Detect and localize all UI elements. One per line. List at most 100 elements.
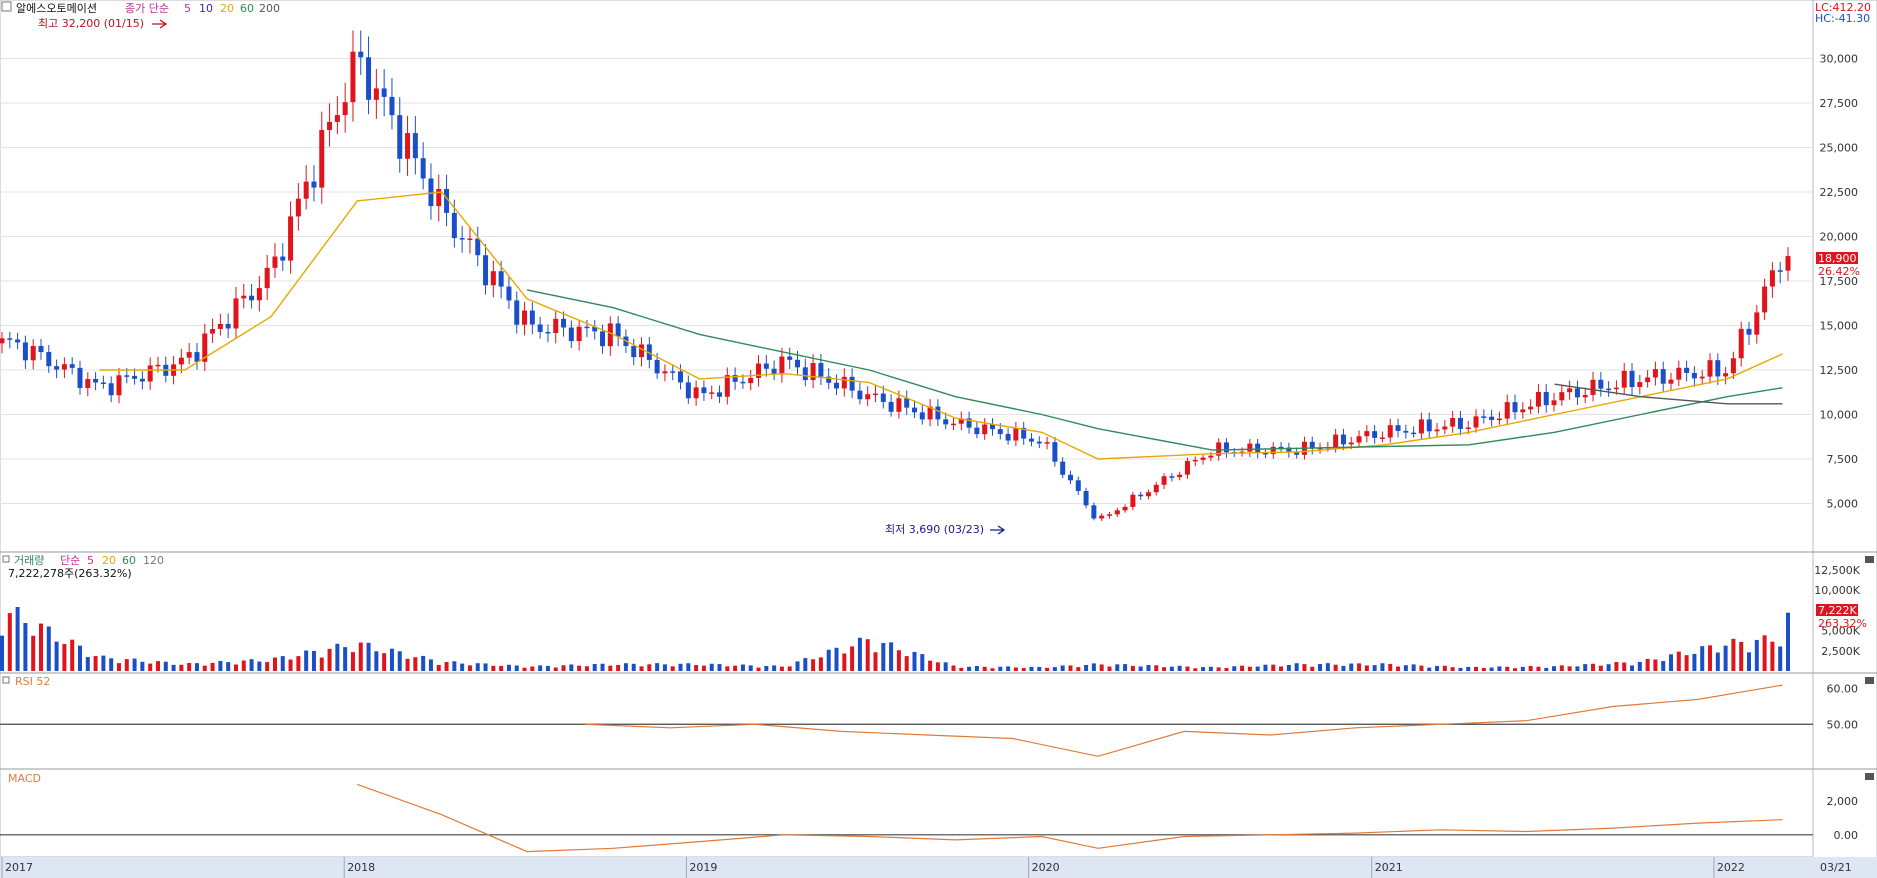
candle-body — [233, 298, 239, 329]
volume-bar — [1068, 665, 1073, 671]
date-axis-bar — [0, 857, 1877, 878]
candle-body — [334, 115, 340, 122]
lc-value: LC:412.20 — [1815, 1, 1871, 14]
volume-bar — [1084, 664, 1089, 671]
candle-body — [896, 398, 902, 412]
candle-body — [194, 352, 200, 362]
price-tick-label: 12,500 — [1820, 364, 1859, 377]
candle-body — [1356, 436, 1362, 443]
candle-body — [1099, 515, 1105, 519]
volume-bar — [257, 661, 262, 671]
volume-bar — [1645, 658, 1650, 671]
candle-body — [810, 363, 816, 381]
candle-body — [1512, 402, 1518, 413]
candle-body — [1691, 372, 1697, 379]
rsi-menu-icon[interactable] — [2, 676, 10, 684]
volume-bar — [1661, 661, 1666, 671]
candle-body — [444, 189, 450, 213]
candle-body — [467, 238, 473, 241]
candle-body — [124, 375, 130, 377]
volume-bar — [1021, 668, 1026, 671]
volume-bar — [1630, 665, 1635, 671]
volume-bar — [1762, 635, 1767, 671]
volume-tick-label: 5,000K — [1821, 625, 1860, 638]
volume-bar — [670, 666, 675, 671]
volume-bar — [1201, 667, 1206, 671]
stock-menu-icon[interactable] — [1, 1, 12, 12]
volume-bar — [1357, 663, 1362, 671]
volume-bar — [655, 663, 660, 671]
volume-bar — [70, 639, 75, 671]
macd-tick-label: 0.00 — [1834, 829, 1859, 842]
candle-body — [147, 365, 153, 382]
volume-collapse-icon[interactable] — [1865, 556, 1874, 563]
candle-body — [264, 267, 270, 289]
price-tick-label: 10,000 — [1820, 409, 1859, 422]
candle-body — [1387, 425, 1393, 438]
candle-body — [1278, 446, 1284, 449]
volume-bar — [600, 663, 605, 671]
candle-body — [498, 271, 504, 287]
candle-body — [358, 51, 364, 58]
volume-bar — [460, 663, 465, 671]
candle-body — [1754, 312, 1760, 335]
candle-body — [428, 178, 434, 207]
candle-body — [670, 371, 676, 373]
volume-bar — [272, 657, 277, 671]
candle-body — [1340, 434, 1346, 445]
candle-body — [1629, 370, 1635, 388]
candle-body — [1528, 406, 1534, 410]
volume-bar — [1146, 664, 1151, 671]
volume-bar — [974, 666, 979, 671]
volume-bar — [795, 661, 800, 671]
candle-body — [1535, 392, 1541, 407]
candle-body — [763, 363, 769, 369]
volume-bar — [1669, 654, 1674, 671]
volume-bar — [990, 668, 995, 671]
volume-bar — [818, 657, 823, 671]
candle-body — [787, 356, 793, 360]
volume-bar — [1747, 652, 1752, 671]
candle-body — [1746, 328, 1752, 335]
volume-bar — [1294, 663, 1299, 671]
volume-bar — [1692, 653, 1697, 671]
candle-body — [545, 331, 551, 334]
candle-body — [693, 387, 699, 399]
volume-bar — [1442, 665, 1447, 671]
low-arrow-icon — [990, 525, 1006, 535]
candle-body — [997, 429, 1003, 434]
price-tick-label: 17,500 — [1820, 275, 1859, 288]
volume-bar — [1684, 655, 1689, 671]
volume-bar — [265, 662, 270, 671]
candle-body — [1707, 360, 1713, 377]
candle-body — [771, 368, 777, 375]
rsi-collapse-icon[interactable] — [1865, 677, 1874, 684]
candle-body — [303, 181, 309, 199]
volume-bar — [155, 661, 160, 671]
volume-bar — [1037, 666, 1042, 671]
volume-bar — [1341, 665, 1346, 671]
volume-menu-icon[interactable] — [2, 555, 10, 563]
volume-bar — [1614, 662, 1619, 671]
volume-bar — [1130, 665, 1135, 671]
candle-body — [1216, 442, 1222, 456]
price-tick-label: 15,000 — [1820, 320, 1859, 333]
macd-collapse-icon[interactable] — [1865, 773, 1874, 780]
candle-body — [857, 390, 863, 400]
volume-bar — [1255, 666, 1260, 671]
rsi-label: RSI 52 — [15, 675, 50, 688]
volume-bar — [545, 665, 550, 671]
candle-body — [1060, 461, 1066, 475]
macd-tick-label: 2,000 — [1827, 795, 1859, 808]
ma-period-10: 10 — [199, 2, 213, 15]
volume-bar — [397, 651, 402, 671]
volume-bar — [499, 665, 504, 671]
candle-body — [982, 424, 988, 435]
candle-body — [795, 359, 801, 368]
price-tick-label: 30,000 — [1820, 53, 1859, 66]
volume-bar — [608, 665, 613, 671]
volume-bar — [475, 663, 480, 671]
candle-body — [1504, 402, 1510, 419]
candle-body — [1184, 461, 1190, 475]
candle-body — [849, 376, 855, 391]
